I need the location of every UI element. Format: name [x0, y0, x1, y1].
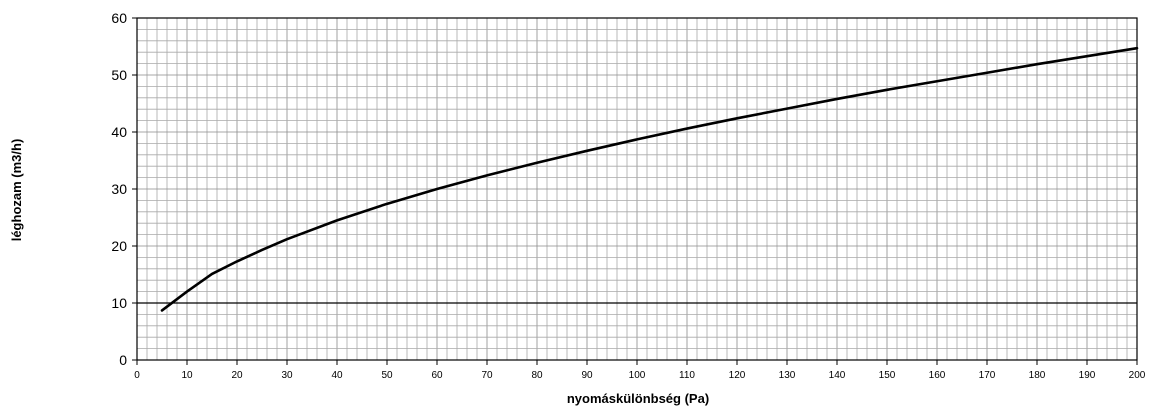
- y-tick-label: 40: [111, 124, 127, 140]
- x-tick-label: 0: [134, 370, 140, 381]
- x-tick-label: 120: [729, 370, 746, 381]
- y-axis-title: léghozam (m3/h): [9, 139, 24, 242]
- x-tick-label: 20: [231, 370, 243, 381]
- x-tick-label: 140: [829, 370, 846, 381]
- x-tick-label: 130: [779, 370, 796, 381]
- x-tick-label: 150: [879, 370, 896, 381]
- x-tick-label: 110: [679, 370, 695, 381]
- minor-grid: [137, 18, 1137, 360]
- x-tick-label: 30: [281, 370, 293, 381]
- x-tick-label: 90: [581, 370, 593, 381]
- series-line: [160, 46, 1139, 312]
- x-tick-label: 100: [629, 370, 646, 381]
- y-tick-label: 50: [111, 67, 127, 83]
- x-tick-label: 190: [1079, 370, 1096, 381]
- series-layer: [160, 46, 1139, 312]
- y-tick-label: 30: [111, 181, 127, 197]
- x-axis-ticks: 0 10 20 30 40 50 60 70 80 90 100 110 120 130 140 150 160…: [134, 360, 1146, 381]
- x-tick-label: 80: [531, 370, 543, 381]
- x-tick-label: 10: [181, 370, 193, 381]
- x-axis-title: nyomáskülönbség (Pa): [567, 391, 709, 406]
- x-tick-label: 40: [331, 370, 343, 381]
- y-tick-label: 60: [111, 10, 127, 26]
- y-tick-label: 20: [111, 238, 127, 254]
- x-tick-label: 170: [979, 370, 996, 381]
- y-tick-label: 10: [111, 295, 127, 311]
- y-tick-label: 0: [119, 352, 127, 368]
- x-tick-label: 180: [1029, 370, 1046, 381]
- x-tick-label: 70: [481, 370, 493, 381]
- x-tick-label: 200: [1129, 370, 1146, 381]
- x-tick-label: 50: [381, 370, 393, 381]
- x-tick-label: 60: [431, 370, 443, 381]
- y-axis-ticks: 0 10 20 30 40 50 60: [111, 10, 137, 368]
- x-tick-label: 160: [929, 370, 946, 381]
